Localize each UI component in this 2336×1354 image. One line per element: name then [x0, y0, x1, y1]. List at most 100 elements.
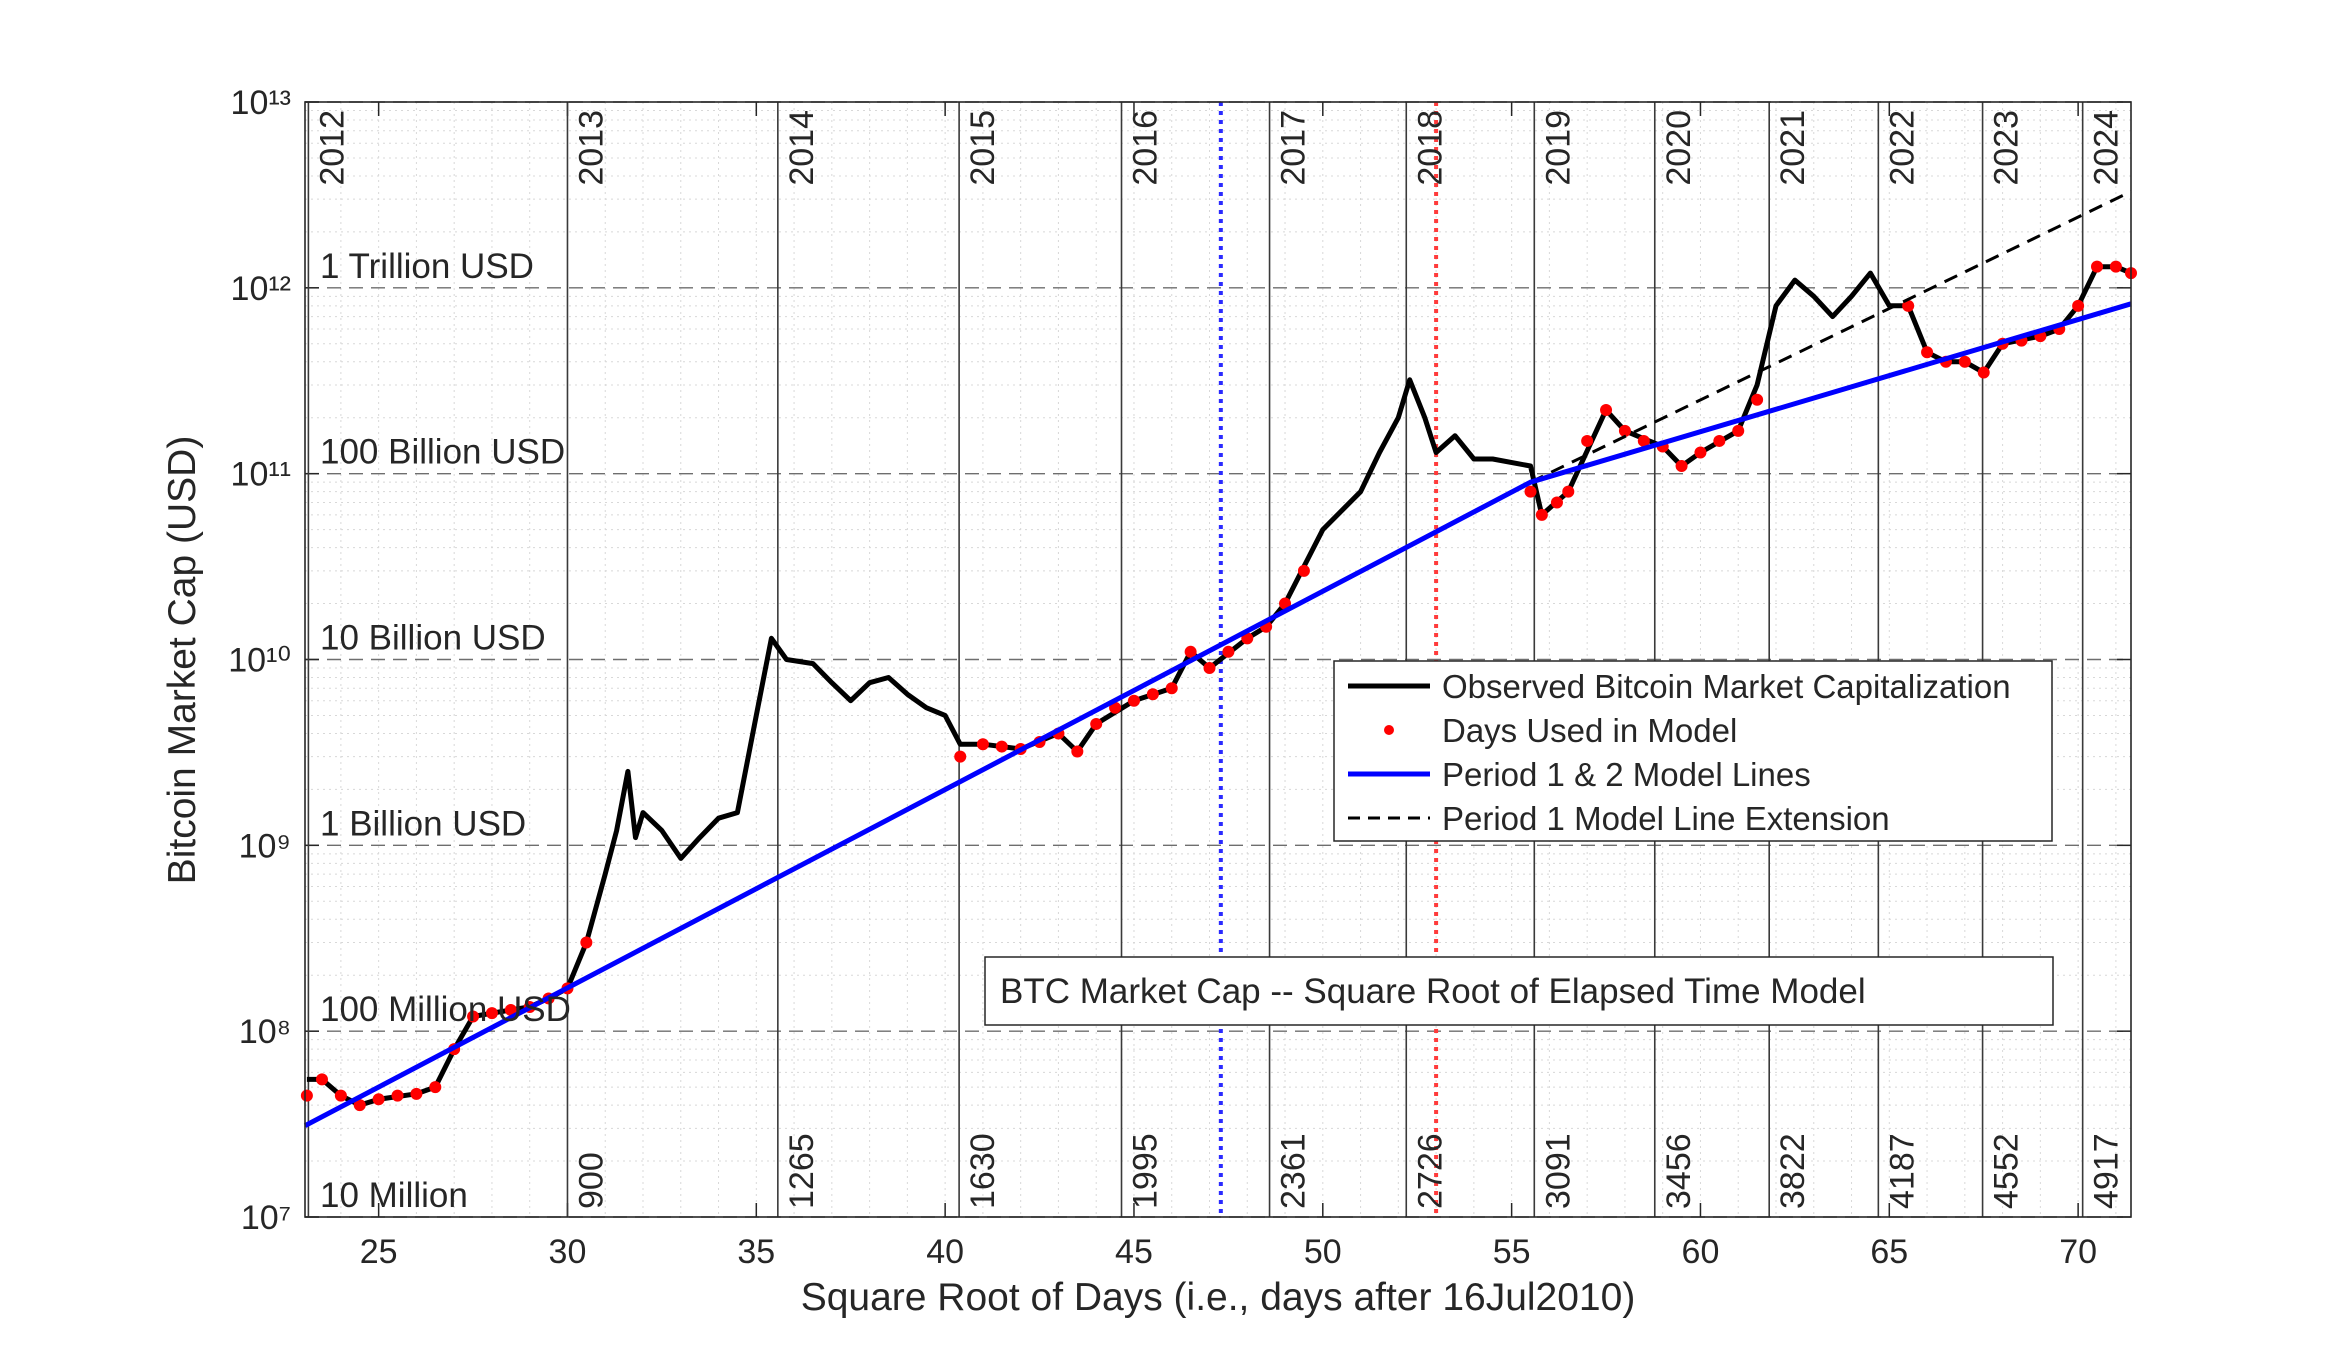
year-label: 2020: [1660, 110, 1698, 186]
model-day-dot: [1279, 597, 1292, 610]
level-label: 10 Billion USD: [320, 619, 546, 658]
series-line: [1529, 190, 2132, 484]
model-day-dot: [1637, 434, 1650, 447]
model-day-dot: [372, 1093, 385, 1106]
days-label: 1630: [964, 1133, 1002, 1209]
x-tick-label: 45: [1115, 1233, 1153, 1271]
chart-title: BTC Market Cap -- Square Root of Elapsed…: [1000, 972, 1866, 1011]
model-day-dot: [995, 740, 1008, 753]
model-day-dot: [954, 750, 967, 763]
year-label: 2013: [572, 110, 610, 186]
year-label: 2018: [1411, 110, 1449, 186]
model-day-dot: [2091, 260, 2104, 273]
model-day-dot: [1713, 434, 1726, 447]
title-box: [984, 956, 2054, 1026]
days-label: 4552: [1988, 1133, 2026, 1209]
series-line: [306, 264, 2132, 1108]
model-day-dot: [1902, 299, 1915, 312]
year-label: 2015: [964, 110, 1002, 186]
year-label: 2022: [1883, 110, 1921, 186]
x-tick-label: 30: [549, 1233, 587, 1271]
data-layer: [300, 190, 2137, 1128]
model-day-dot: [300, 1089, 313, 1102]
level-label: 10 Million: [320, 1176, 468, 1215]
model-day-dot: [1732, 424, 1745, 437]
year-label: 2021: [1774, 110, 1812, 186]
model-day-dot: [485, 1007, 498, 1020]
x-tick-label: 60: [1682, 1233, 1720, 1271]
model-day-dot: [2072, 299, 2085, 312]
x-tick-label: 55: [1493, 1233, 1531, 1271]
level-label: 100 Million USD: [320, 990, 571, 1029]
year-label: 2014: [783, 110, 821, 186]
x-tick-label: 25: [360, 1233, 398, 1271]
days-label: 1265: [783, 1133, 821, 1209]
model-day-dot: [1675, 459, 1688, 472]
model-day-dot: [1751, 393, 1764, 406]
days-label: 3091: [1539, 1133, 1577, 1209]
days-label: 4187: [1883, 1133, 1921, 1209]
model-day-dot: [1958, 355, 1971, 368]
model-day-dot: [467, 1010, 480, 1023]
model-day-dot: [580, 936, 593, 949]
model-day-dot: [1535, 508, 1548, 521]
model-day-dot: [391, 1089, 404, 1102]
year-label: 2012: [313, 110, 351, 186]
days-label: 2361: [1275, 1133, 1313, 1209]
x-axis-label: Square Root of Days (i.e., days after 16…: [801, 1276, 1636, 1319]
model-day-dot: [1203, 662, 1216, 675]
model-day-dot: [1618, 424, 1631, 437]
plot-frame: [304, 101, 2132, 1218]
legend-label: Days Used in Model: [1442, 712, 1737, 749]
model-day-dot: [1297, 564, 1310, 577]
level-label: 1 Billion USD: [320, 804, 526, 843]
level-label: 1 Trillion USD: [320, 247, 534, 286]
y-tick-label: 10⁹: [239, 827, 291, 865]
legend-label: Observed Bitcoin Market Capitalization: [1442, 668, 2011, 705]
model-day-dot: [429, 1081, 442, 1094]
grid-layer: 10⁷ 10⁸ 10⁹ 10¹⁰ 10¹¹ 10¹² 10¹³ 25 30 35 40 45 50 55 6…: [228, 84, 2131, 1271]
x-tick-label: 50: [1304, 1233, 1342, 1271]
x-tick-label: 40: [926, 1233, 964, 1271]
y-tick-label: 10⁷: [241, 1199, 291, 1237]
model-day-dot: [410, 1087, 423, 1100]
x-tick-label: 35: [737, 1233, 775, 1271]
x-tick-label: 70: [2059, 1233, 2097, 1271]
model-day-dot: [1977, 366, 1990, 379]
annotation-layer: 2012 2013 900 2014 1265 2015 1630 2016 1995 2017 2…: [304, 101, 2132, 1218]
days-label: 3456: [1660, 1133, 1698, 1209]
y-tick-label: 10¹²: [231, 270, 291, 308]
model-day-dot: [1165, 682, 1178, 695]
days-label: 4917: [2088, 1133, 2126, 1209]
year-label: 2016: [1127, 110, 1165, 186]
days-label: 3822: [1774, 1133, 1812, 1209]
y-tick-label: 10¹³: [231, 84, 291, 122]
model-day-dot: [1241, 632, 1254, 645]
model-day-dot: [1222, 645, 1235, 658]
model-day-dot: [353, 1099, 366, 1112]
legend-box: [1333, 660, 2053, 842]
y-tick-label: 10¹¹: [231, 456, 291, 494]
days-label: 900: [572, 1152, 610, 1209]
model-day-dot: [1600, 404, 1613, 417]
legend-label: Period 1 Model Line Extension: [1442, 800, 1890, 837]
model-day-dot: [1524, 485, 1537, 498]
year-label: 2023: [1988, 110, 2026, 186]
y-tick-label: 10⁸: [239, 1013, 291, 1051]
model-day-dot: [1921, 346, 1934, 359]
model-day-dot: [1694, 446, 1707, 459]
model-day-dot: [1562, 485, 1575, 498]
model-day-dot: [504, 1003, 517, 1016]
legend-label: Period 1 & 2 Model Lines: [1442, 756, 1811, 793]
series-line: [303, 301, 2132, 1128]
model-day-dot: [1090, 717, 1103, 730]
year-label: 2024: [2088, 110, 2126, 186]
year-label: 2019: [1539, 110, 1577, 186]
model-day-dot: [334, 1089, 347, 1102]
model-day-dot: [1184, 645, 1197, 658]
legend-swatch: [1384, 725, 1394, 735]
model-day-dot: [1127, 694, 1140, 707]
model-day-dot: [2109, 260, 2122, 273]
